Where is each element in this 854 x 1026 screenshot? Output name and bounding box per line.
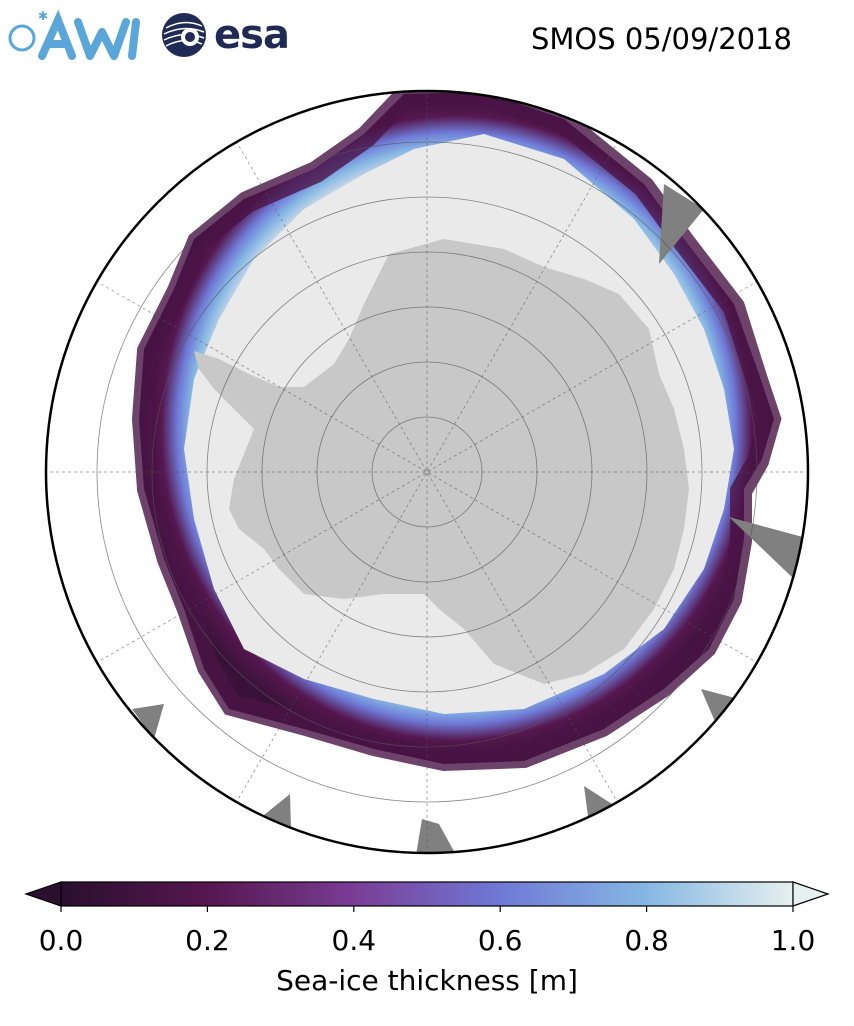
colorbar-tick-label: 1.0: [770, 924, 816, 957]
awi-logo: ✱: [8, 9, 140, 60]
colorbar-tick-label: 0.0: [38, 924, 84, 957]
colorbar-tick-label: 0.6: [477, 924, 523, 957]
colorbar-label: Sea-ice thickness [m]: [276, 964, 578, 997]
esa-wordmark: esa: [214, 12, 290, 58]
colorbar-min-extend: [24, 881, 62, 907]
polar-sea-ice-map: [44, 89, 810, 855]
missing-data-wedges: [132, 184, 808, 853]
svg-text:✱: ✱: [38, 9, 48, 23]
colorbar: [24, 881, 830, 912]
antarctica-landmass: [194, 239, 689, 684]
colorbar-ticks: [60, 906, 794, 912]
esa-globe-icon: [162, 13, 206, 57]
colorbar-tick-label: 0.4: [331, 924, 377, 957]
colorbar-tick-label: 0.8: [624, 924, 669, 957]
page-title: SMOS 05/09/2018: [530, 22, 792, 56]
esa-logo: esa: [158, 10, 303, 60]
colorbar-tick-label: 0.2: [185, 924, 230, 957]
colorbar-max-extend: [792, 881, 830, 907]
